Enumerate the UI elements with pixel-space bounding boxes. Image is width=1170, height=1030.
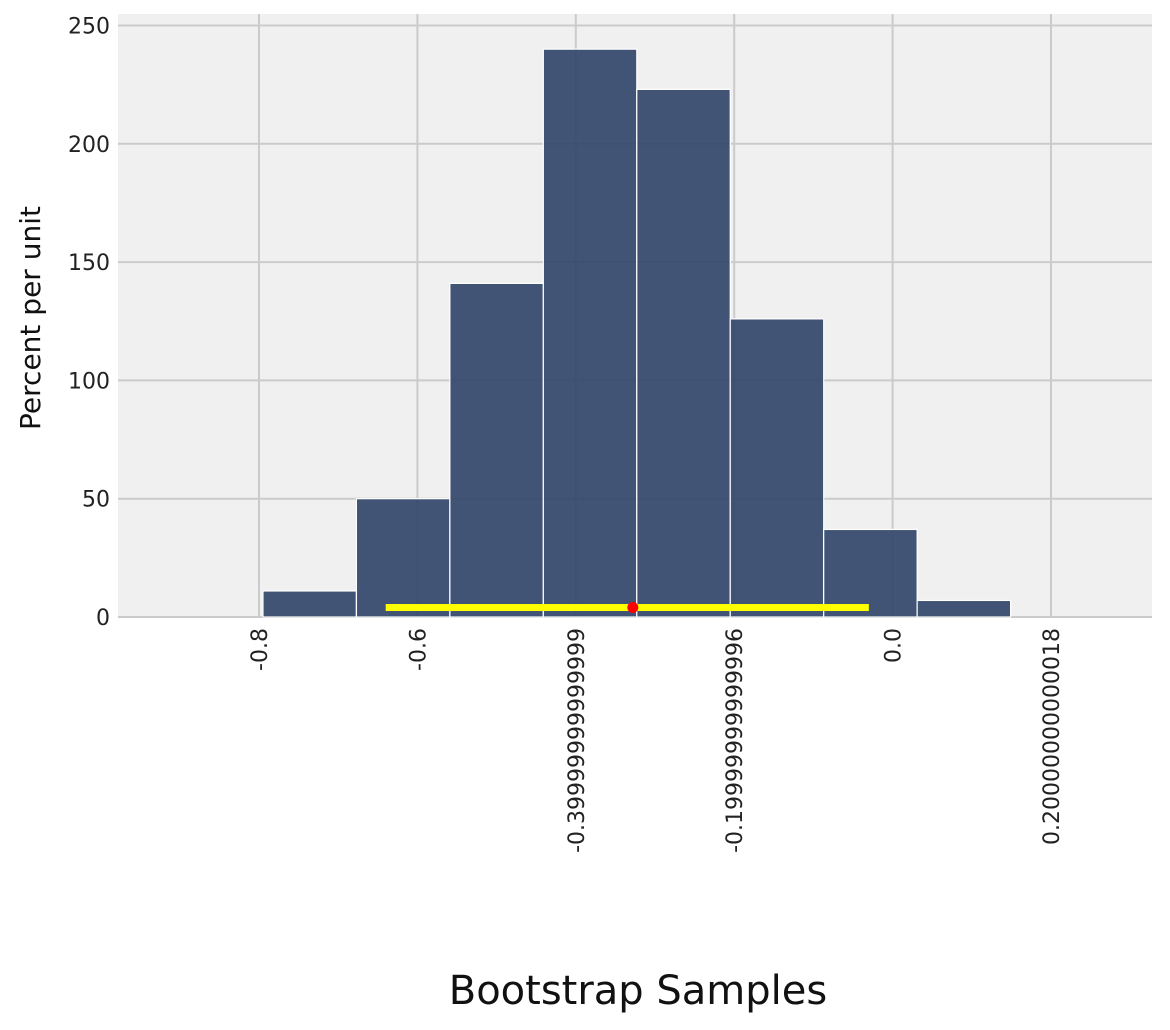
histogram-bars bbox=[262, 48, 1012, 618]
y-tick-label: 50 bbox=[82, 488, 110, 513]
histogram-bar bbox=[262, 590, 358, 618]
x-tick-label: -0.8 bbox=[248, 628, 273, 671]
y-tick-label: 150 bbox=[68, 251, 110, 276]
histogram-bar bbox=[636, 88, 731, 618]
histogram-bar bbox=[355, 498, 451, 618]
x-tick-labels: -0.8 -0.6 -0.39999999999999 -0.199999999999… bbox=[248, 628, 1065, 853]
histogram-bar bbox=[729, 318, 825, 618]
confidence-interval-overlay bbox=[385, 602, 869, 614]
x-tick-label: 0.0 bbox=[882, 628, 907, 663]
y-tick-label: 200 bbox=[68, 133, 110, 158]
histogram-bar bbox=[823, 528, 918, 618]
y-tick-labels: 0 50 100 150 200 250 bbox=[68, 15, 110, 632]
y-tick-label: 250 bbox=[68, 15, 110, 40]
x-tick-label: 0.20000000000018 bbox=[1040, 628, 1065, 845]
x-tick-label: -0.19999999999996 bbox=[723, 628, 748, 853]
histogram-bar bbox=[449, 282, 544, 618]
y-tick-label: 0 bbox=[96, 606, 110, 631]
histogram-bar bbox=[542, 48, 638, 618]
x-axis-title: Bootstrap Samples bbox=[449, 968, 827, 1014]
sample-statistic-point bbox=[627, 602, 639, 614]
y-axis-title: Percent per unit bbox=[14, 206, 47, 430]
histogram-bar bbox=[916, 599, 1012, 618]
x-tick-label: -0.39999999999999 bbox=[565, 628, 590, 853]
y-tick-label: 100 bbox=[68, 369, 110, 394]
x-tick-label: -0.6 bbox=[406, 628, 431, 671]
